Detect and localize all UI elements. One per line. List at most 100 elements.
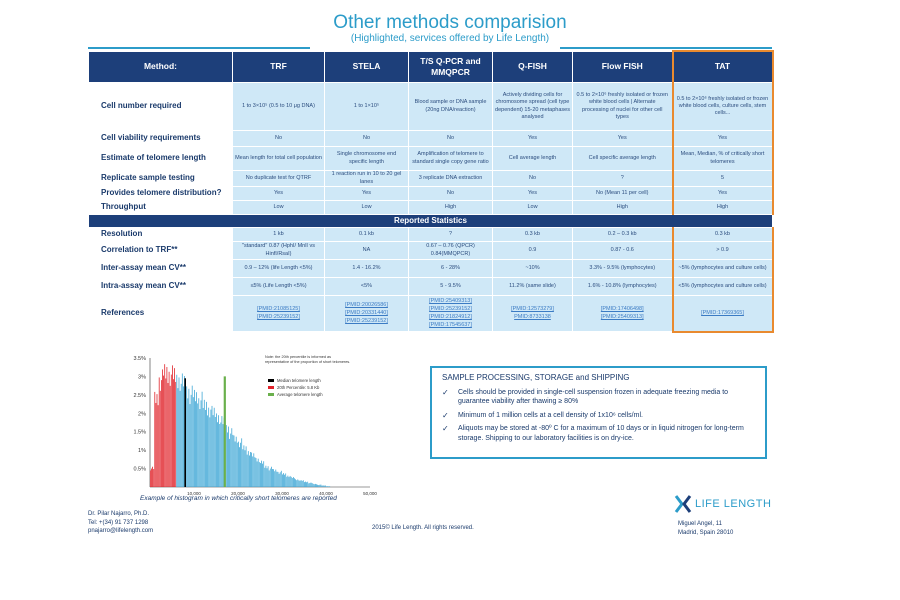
histogram-bar — [210, 409, 212, 487]
histogram-bar — [291, 478, 293, 487]
histogram-bar — [309, 482, 311, 487]
histogram-bar — [293, 477, 294, 487]
pmid-link[interactable]: [PMID:17406498] — [600, 305, 644, 312]
table-cell: 3.3% - 9.5% (lymphocytes) — [572, 259, 673, 278]
sample-requirement-item: ✓ Cells should be provided in single-cell… — [442, 388, 755, 407]
histogram-bar — [225, 425, 227, 487]
table-cell: 1.4 - 16.2% — [324, 259, 409, 278]
table-cell: Low — [232, 200, 325, 215]
x-tick-label: 30,000 — [275, 491, 289, 496]
table-cell: Cell average length — [492, 146, 573, 171]
table-row: Resolution 1 kb 0.1 kb? 0.3 kb 0.2 – 0.3 kb 0… — [88, 227, 774, 242]
table-cell: 1.6% - 10.8% (lymphocytes) — [572, 277, 673, 296]
pmid-link[interactable]: [PMID:25239152] — [257, 314, 300, 320]
table-cell: Mean length for total cell population — [232, 146, 325, 171]
table-row: Cell number required 1 to 3×10⁵ (0.5 to 1… — [88, 82, 774, 131]
histogram-bar — [322, 485, 324, 487]
histogram-bar — [152, 466, 153, 487]
title-rule-right — [560, 47, 772, 49]
pmid-link[interactable]: [PMID:12573279] — [511, 305, 554, 312]
histogram-bar — [221, 416, 223, 487]
histogram-bar — [166, 367, 168, 487]
pmid-link[interactable]: [PMID:25409313] — [429, 297, 472, 304]
references-cell: [PMID:25409313] [PMID:25239152] [PMID:2182… — [408, 295, 493, 332]
histogram-bar — [297, 479, 299, 487]
histogram-bar — [164, 364, 166, 487]
histogram-bar — [287, 475, 289, 487]
histogram-bar — [181, 373, 183, 487]
histogram-bar — [240, 442, 241, 487]
histogram-bar — [241, 438, 243, 487]
header-stela: STELA — [324, 50, 409, 83]
row-label: Cell viability requirements — [88, 130, 233, 147]
table-cell: No (Mean 11 per cell) — [572, 186, 673, 201]
histogram-bar — [276, 471, 278, 487]
histogram-bar — [165, 378, 167, 487]
pmid-link[interactable]: [PMID:17545637] — [429, 322, 472, 329]
histogram-bar — [250, 451, 251, 487]
histogram-bar — [203, 399, 205, 487]
row-label: Inter-assay mean CV** — [88, 259, 233, 278]
row-label: Provides telomere distribution? — [88, 186, 233, 201]
pmid-link[interactable]: PMID:8733138 — [514, 314, 551, 320]
pmid-link[interactable]: [PMID:21824912] — [429, 314, 472, 320]
histogram-bar — [196, 392, 197, 487]
table-cell: Yes — [492, 130, 573, 147]
histogram-bar — [161, 380, 162, 487]
histogram-bar — [258, 462, 260, 487]
table-cell: Yes — [572, 130, 673, 147]
histogram-bar — [271, 466, 272, 487]
histogram-bar — [213, 407, 215, 487]
table-cell: Low — [324, 200, 409, 215]
table-cell: 0.2 – 0.3 kb — [572, 227, 673, 242]
histogram-bar — [269, 468, 271, 487]
histogram-note-text: Note: the 20th percentile is informed as… — [265, 355, 351, 364]
table-cell: Amplification of telomere to standard si… — [408, 146, 493, 171]
histogram-bar — [229, 438, 230, 487]
histogram-bar — [220, 422, 222, 487]
row-label: Intra-assay mean CV** — [88, 277, 233, 296]
histogram-bar — [218, 415, 219, 487]
histogram-bar — [154, 391, 156, 487]
y-tick-label: 3% — [138, 374, 146, 380]
pmid-link[interactable]: [PMID:20026586] — [345, 301, 388, 308]
table-cell: 0.67 – 0.76 (QPCR) 0.84(MMQPCR) — [408, 241, 493, 260]
histogram-bar — [305, 481, 306, 487]
table-cell: Yes — [324, 186, 409, 201]
y-tick-label: 1% — [138, 448, 146, 454]
pmid-link[interactable]: [PMID:25239152] — [429, 305, 472, 312]
pmid-link[interactable]: [PMID:25239152] — [345, 318, 388, 325]
pmid-link[interactable]: [PMID:21085125] — [257, 305, 300, 312]
sample-requirement-text: Minimum of 1 million cells at a cell den… — [458, 411, 643, 419]
histogram-bar — [230, 433, 232, 487]
histogram-bar — [188, 388, 190, 487]
table-cell: ~5% (lymphocytes and culture cells) — [671, 259, 774, 278]
pmid-link[interactable]: [PMID:25409313] — [600, 314, 644, 320]
histogram-bar — [214, 416, 216, 487]
copyright: 2015© Life Length. All rights reserved. — [372, 525, 474, 531]
histogram-bar — [247, 451, 249, 487]
histogram-bar — [169, 385, 171, 487]
x-tick-label: 50,000 — [363, 491, 377, 496]
table-cell: 0.5 to 2×10⁶ freshly isolated or frozen … — [671, 82, 774, 131]
sample-requirement-item: ✓ Minimum of 1 million cells at a cell de… — [442, 411, 755, 420]
y-tick-label: 2% — [138, 411, 146, 417]
header-trf: TRF — [232, 50, 325, 83]
table-cell: No duplicate test for QTRF — [232, 170, 325, 187]
section-title: Reported Statistics — [88, 214, 773, 228]
check-icon: ✓ — [442, 424, 449, 434]
references-cell: [PMID:17369365] — [671, 295, 774, 333]
histogram-bar — [318, 485, 320, 487]
pmid-link[interactable]: [PMID:20331440] — [345, 309, 388, 316]
histogram-bar — [327, 486, 328, 487]
histogram-bar — [199, 409, 201, 487]
histogram-bar — [262, 463, 263, 487]
pmid-link[interactable]: [PMID:17369365] — [701, 309, 744, 316]
histogram-bar — [249, 455, 250, 487]
histogram-bar — [202, 407, 204, 487]
histogram-bar — [157, 405, 159, 487]
y-tick-label: 2.5% — [133, 393, 146, 399]
histogram-bar — [255, 457, 257, 487]
contact-info: Dr. Pilar Najarro, Ph.D. Tel: +(34) 91 7… — [88, 510, 153, 536]
table-cell: High — [408, 200, 493, 215]
